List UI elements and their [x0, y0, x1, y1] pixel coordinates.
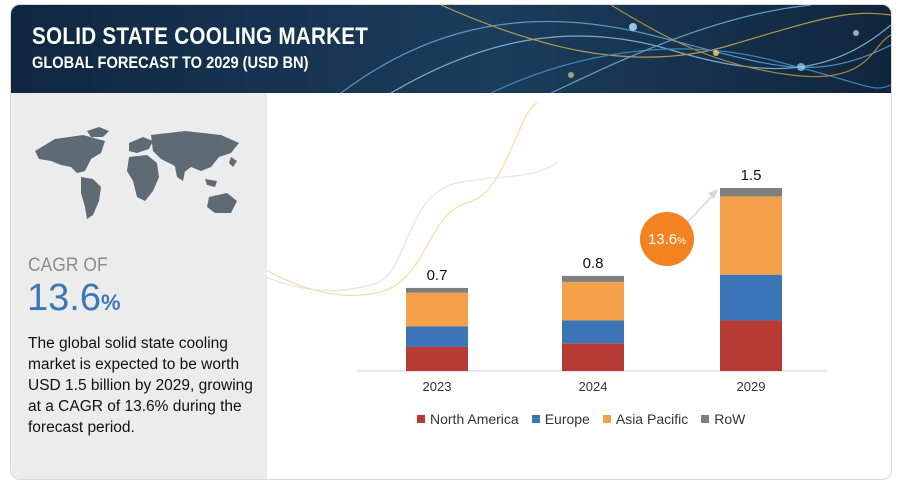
growth-arrow — [682, 193, 715, 228]
chart-legend: North America Europe Asia Pacific RoW — [417, 411, 745, 427]
page-subtitle: GLOBAL FORECAST TO 2029 (USD BN) — [32, 53, 309, 72]
legend-label: Europe — [544, 411, 590, 427]
cagr-bubble-text: 13.6% — [648, 231, 686, 248]
x-tick-2024: 2024 — [579, 379, 608, 394]
summary-panel: CAGR OF 13.6% The global solid state coo… — [11, 93, 267, 479]
bar-row-2023 — [406, 287, 468, 293]
bar-north-america-2029 — [720, 320, 782, 371]
cagr-number: 13.6 — [27, 277, 101, 319]
total-label-2024: 0.8 — [583, 255, 604, 272]
legend-item-asia-pacific: Asia Pacific — [602, 411, 689, 427]
legend-item-europe: Europe — [531, 411, 590, 427]
bar-asia-pacific-2023 — [406, 292, 468, 327]
bar-group — [406, 188, 782, 371]
cagr-annotation: 13.6% — [640, 189, 718, 266]
x-tick-2029: 2029 — [737, 379, 766, 394]
x-tick-2023: 2023 — [423, 379, 452, 394]
cagr-bubble-unit: % — [677, 236, 686, 247]
cagr-label: CAGR OF — [28, 255, 108, 276]
bar-asia-pacific-2029 — [720, 196, 782, 275]
total-label-2023: 0.7 — [427, 267, 448, 284]
legend-item-row: RoW — [701, 411, 745, 427]
world-map-icon — [35, 127, 239, 219]
total-label-2029: 1.5 — [741, 167, 762, 184]
x-axis-ticks: 2023 2024 2029 — [423, 379, 766, 394]
bar-europe-2029 — [720, 274, 782, 321]
legend-swatch — [417, 415, 425, 423]
infographic-frame: SOLID STATE COOLING MARKET GLOBAL FORECA… — [10, 4, 892, 480]
legend-swatch — [701, 415, 710, 423]
bar-europe-2023 — [406, 326, 468, 347]
page-title: SOLID STATE COOLING MARKET — [32, 23, 369, 50]
decorative-curves — [267, 102, 558, 297]
legend-swatch — [531, 415, 540, 423]
legend-swatch — [602, 415, 611, 423]
bar-row-2024 — [562, 275, 624, 282]
legend-label: Asia Pacific — [615, 411, 689, 427]
legend-item-north-america: North America — [417, 411, 519, 427]
cagr-bubble-value: 13.6 — [648, 231, 677, 248]
bar-north-america-2023 — [406, 346, 468, 371]
cagr-value: 13.6% — [27, 277, 121, 320]
bar-row-2029 — [720, 188, 782, 197]
growth-arrow-head — [708, 189, 718, 199]
bar-asia-pacific-2024 — [562, 281, 624, 321]
legend-label: RoW — [714, 411, 746, 427]
header-banner: SOLID STATE COOLING MARKET GLOBAL FORECA… — [11, 5, 891, 93]
cagr-bubble — [640, 212, 694, 266]
stacked-bar-chart: 0.7 0.8 1.5 2023 2024 2029 13.6% — [267, 102, 827, 394]
banner-background — [11, 5, 891, 93]
cagr-unit: % — [100, 290, 121, 315]
legend-label: North America — [430, 411, 519, 427]
total-labels: 0.7 0.8 1.5 — [427, 167, 762, 284]
market-summary: The global solid state cooling market is… — [28, 335, 253, 436]
bar-north-america-2024 — [562, 343, 624, 371]
bar-europe-2024 — [562, 320, 624, 344]
